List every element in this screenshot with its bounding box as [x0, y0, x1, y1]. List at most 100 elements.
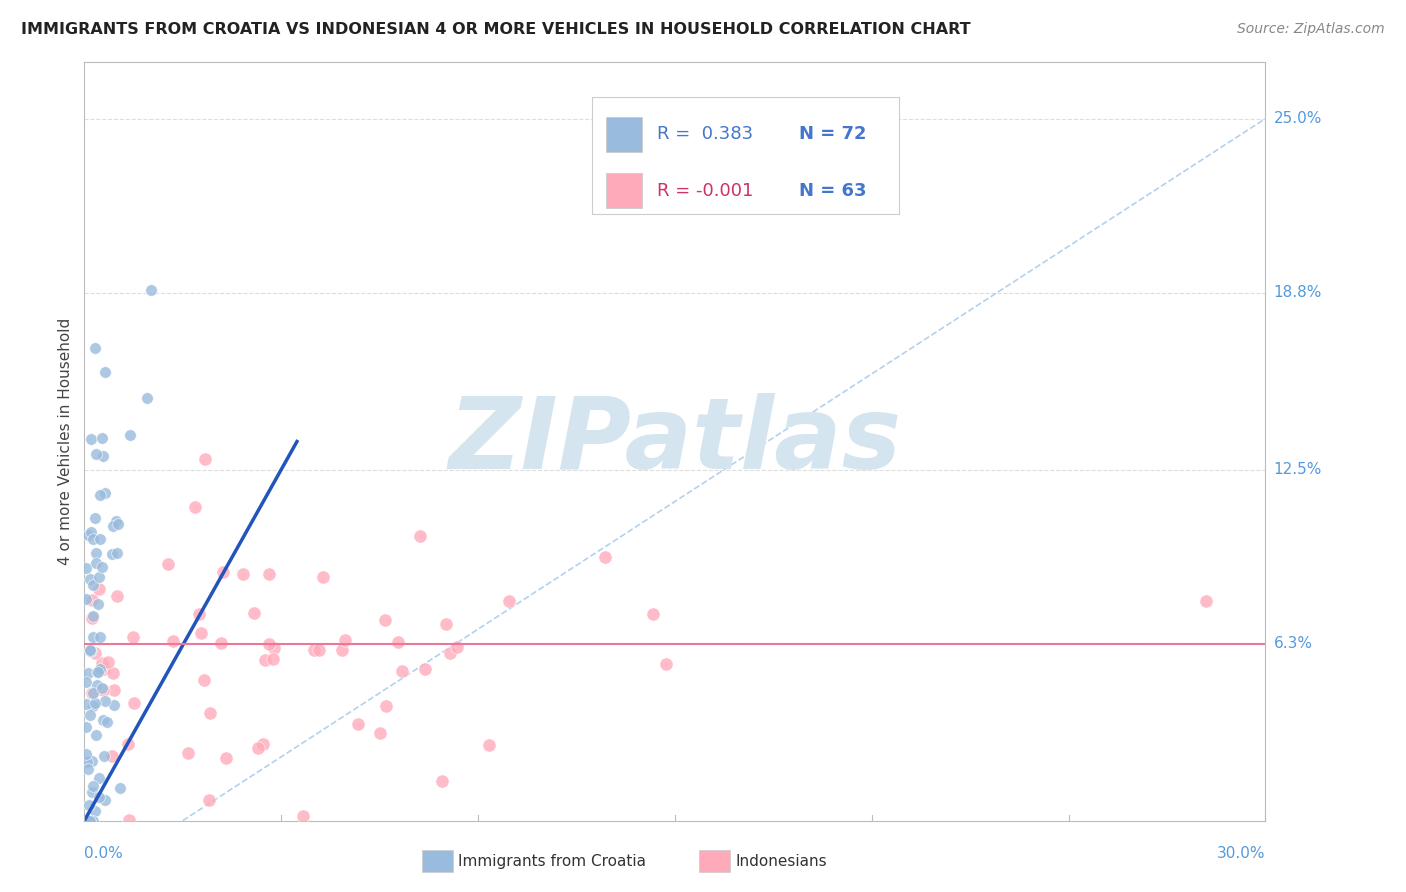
- Point: [75, 560, 97, 574]
- Point: [82, 686, 104, 700]
- Point: [347, 717, 370, 731]
- Point: [257, 637, 280, 651]
- Point: [292, 809, 315, 823]
- Point: [79, 644, 101, 658]
- Y-axis label: 4 or more Vehicles in Household: 4 or more Vehicles in Household: [58, 318, 73, 566]
- Point: [105, 514, 128, 528]
- Point: [82, 698, 104, 713]
- Point: [101, 665, 124, 680]
- Point: [83, 697, 105, 711]
- Point: [198, 793, 221, 807]
- Point: [333, 633, 356, 648]
- Point: [82, 754, 104, 768]
- Point: [82, 630, 104, 644]
- Point: [439, 646, 461, 660]
- Point: [263, 640, 285, 655]
- Text: 18.8%: 18.8%: [1274, 285, 1322, 301]
- Point: [79, 572, 101, 586]
- Point: [595, 549, 617, 564]
- Point: [430, 774, 453, 789]
- Point: [332, 643, 354, 657]
- Point: [91, 656, 114, 670]
- Point: [79, 642, 101, 657]
- Point: [498, 594, 520, 608]
- Point: [105, 589, 128, 603]
- Point: [89, 662, 111, 676]
- Point: [84, 646, 107, 660]
- Text: IMMIGRANTS FROM CROATIA VS INDONESIAN 4 OR MORE VEHICLES IN HOUSEHOLD CORRELATIO: IMMIGRANTS FROM CROATIA VS INDONESIAN 4 …: [21, 22, 970, 37]
- Point: [215, 751, 238, 765]
- Point: [82, 532, 104, 546]
- Point: [387, 635, 409, 649]
- FancyBboxPatch shape: [606, 173, 641, 208]
- Point: [176, 746, 198, 760]
- Point: [312, 569, 335, 583]
- Point: [82, 578, 104, 592]
- Point: [84, 728, 107, 742]
- Point: [409, 528, 432, 542]
- Point: [232, 566, 254, 581]
- Text: Indonesians: Indonesians: [735, 855, 827, 869]
- Point: [77, 665, 100, 680]
- Point: [86, 677, 108, 691]
- Point: [87, 790, 110, 805]
- Point: [247, 740, 270, 755]
- Point: [80, 525, 103, 540]
- Point: [108, 780, 131, 795]
- Point: [89, 630, 111, 644]
- Text: 30.0%: 30.0%: [1218, 846, 1265, 861]
- Point: [93, 365, 115, 379]
- Point: [209, 635, 232, 649]
- Point: [84, 556, 107, 570]
- Text: 12.5%: 12.5%: [1274, 462, 1322, 477]
- Point: [89, 582, 111, 597]
- Point: [162, 634, 184, 648]
- Point: [82, 686, 104, 700]
- Point: [193, 452, 215, 467]
- Point: [91, 449, 114, 463]
- Point: [77, 814, 100, 828]
- Point: [84, 341, 107, 355]
- Point: [212, 566, 235, 580]
- Point: [262, 651, 284, 665]
- Point: [76, 762, 98, 776]
- Text: Source: ZipAtlas.com: Source: ZipAtlas.com: [1237, 22, 1385, 37]
- Point: [308, 642, 330, 657]
- Point: [446, 640, 468, 655]
- Point: [76, 528, 98, 542]
- Point: [87, 665, 110, 679]
- Point: [107, 516, 129, 531]
- Point: [82, 611, 104, 625]
- Point: [82, 814, 104, 828]
- Point: [135, 391, 157, 405]
- Point: [82, 779, 104, 793]
- Point: [118, 427, 141, 442]
- Point: [86, 665, 108, 679]
- Point: [101, 548, 124, 562]
- Point: [368, 726, 391, 740]
- Point: [89, 570, 111, 584]
- Point: [79, 814, 101, 828]
- Point: [77, 814, 100, 828]
- Point: [139, 283, 162, 297]
- Point: [80, 814, 103, 828]
- Point: [94, 792, 117, 806]
- Point: [79, 708, 101, 723]
- Point: [93, 693, 115, 707]
- Point: [124, 697, 146, 711]
- Point: [84, 447, 107, 461]
- Point: [375, 698, 398, 713]
- Point: [82, 608, 104, 623]
- Point: [118, 813, 141, 827]
- Point: [90, 432, 112, 446]
- Point: [655, 657, 678, 672]
- Point: [391, 664, 413, 678]
- Point: [434, 616, 457, 631]
- Point: [193, 673, 215, 687]
- Point: [103, 698, 125, 712]
- Point: [253, 653, 276, 667]
- Point: [75, 720, 97, 734]
- Point: [75, 747, 97, 762]
- Point: [87, 598, 110, 612]
- Point: [198, 706, 221, 721]
